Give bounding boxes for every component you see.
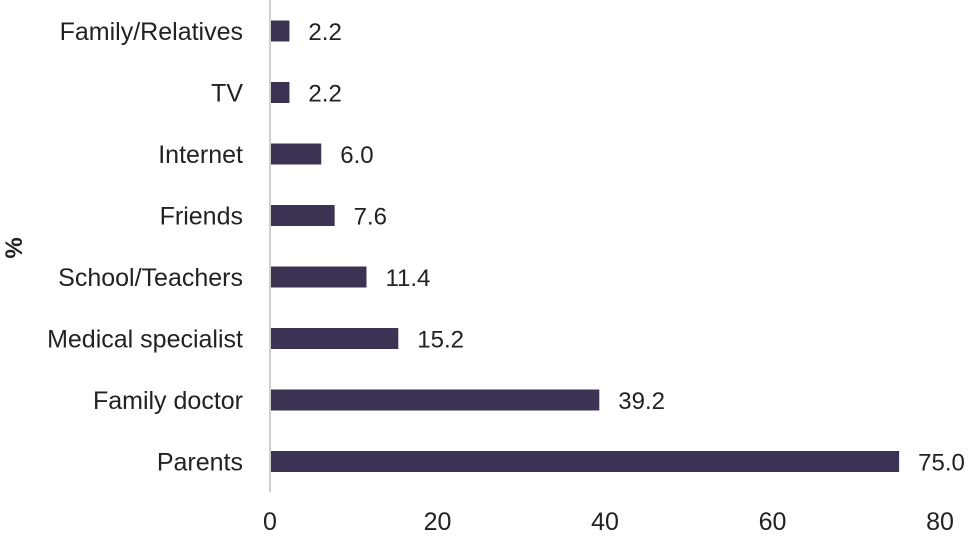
bar xyxy=(271,82,290,103)
bar xyxy=(271,328,399,349)
x-tick-label: 0 xyxy=(263,508,277,536)
category-label: Parents xyxy=(157,449,243,477)
bar xyxy=(271,266,367,288)
category-label: Internet xyxy=(158,141,243,169)
x-tick-label: 80 xyxy=(926,508,954,536)
x-tick-label: 20 xyxy=(424,508,452,536)
data-label: 39.2 xyxy=(618,388,665,415)
bar xyxy=(271,143,322,165)
category-label: Friends xyxy=(160,203,243,231)
data-label: 6.0 xyxy=(340,142,373,169)
bar xyxy=(271,451,900,472)
data-label: 7.6 xyxy=(354,204,387,231)
data-label: 2.2 xyxy=(308,81,341,108)
bar xyxy=(271,20,290,42)
data-label: 11.4 xyxy=(385,265,430,292)
x-tick-label: 40 xyxy=(591,508,619,536)
category-label: TV xyxy=(211,80,243,108)
bar xyxy=(271,205,335,226)
data-label: 15.2 xyxy=(417,327,464,354)
y-axis-title: % xyxy=(1,237,28,258)
data-label: 75.0 xyxy=(918,450,965,477)
x-tick-label: 60 xyxy=(759,508,787,536)
bar xyxy=(271,389,600,411)
category-label: School/Teachers xyxy=(58,264,243,292)
category-label: Family/Relatives xyxy=(60,18,243,46)
data-label: 2.2 xyxy=(308,19,341,46)
category-label: Medical specialist xyxy=(47,326,243,354)
category-label: Family doctor xyxy=(93,387,243,415)
